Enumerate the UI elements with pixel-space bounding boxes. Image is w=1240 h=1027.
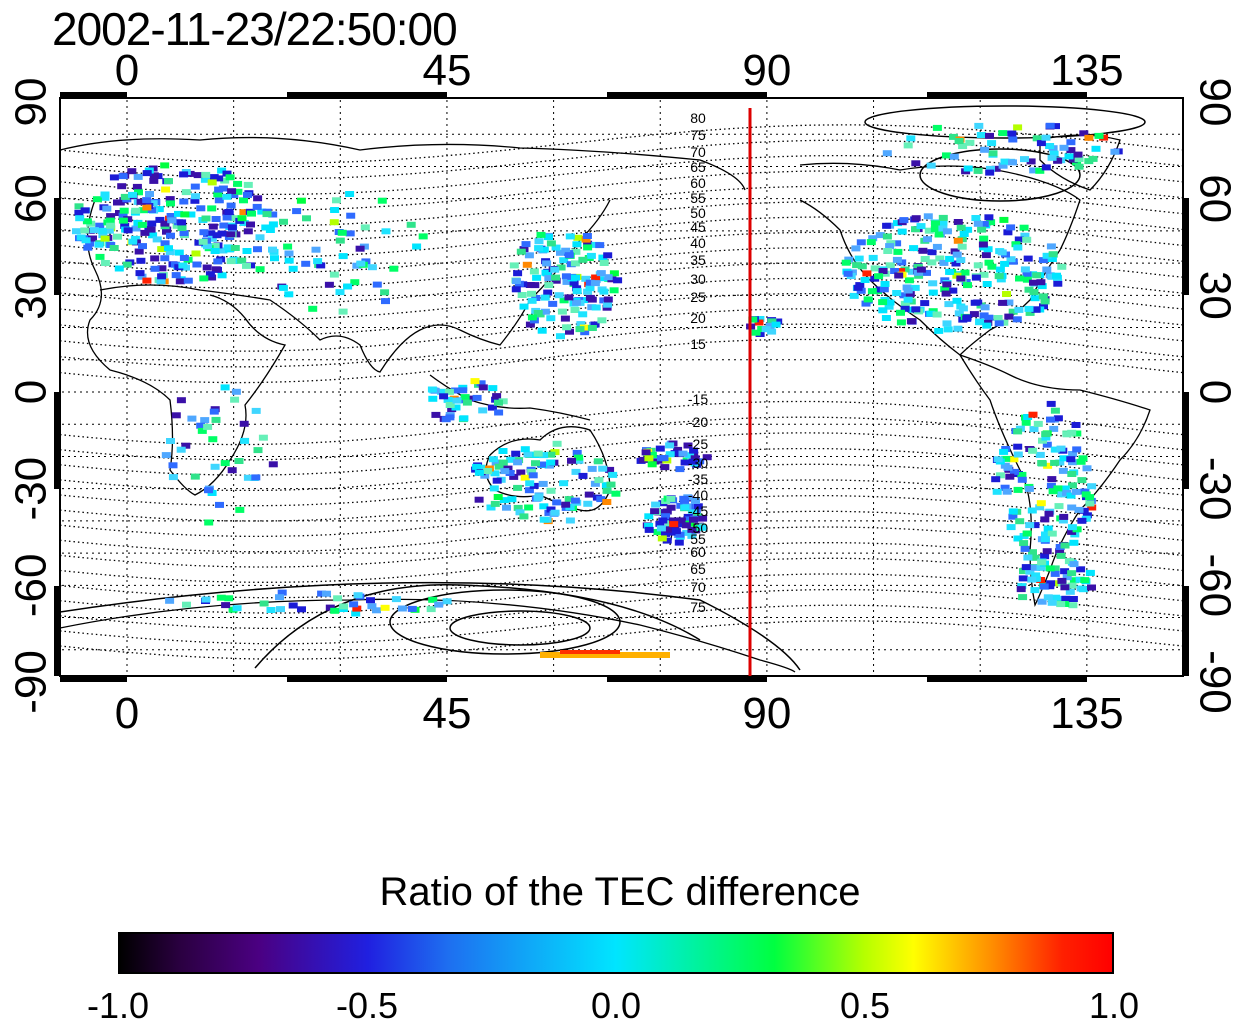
contour-label: 15 [690, 336, 706, 352]
contour-label: 80 [690, 110, 706, 126]
contour-label: 65 [690, 561, 706, 577]
longitude-tick-label: 0 [115, 46, 139, 95]
colorbar-tick-label: 1.0 [1088, 985, 1140, 1026]
latitude-tick-label: -90 [1190, 650, 1239, 714]
longitude-tick-label: 45 [422, 46, 471, 95]
colorbar-tick-label: 0.5 [839, 985, 891, 1026]
contour-label: -40 [688, 487, 708, 503]
colorbar-title: Ratio of the TEC difference [379, 870, 861, 914]
contour-label: 70 [690, 579, 706, 595]
contour-label: 70 [690, 144, 706, 160]
tec-ratio-patches [72, 122, 1123, 658]
latitude-tick-label: 60 [7, 174, 56, 223]
latitude-tick-label: -60 [1190, 554, 1239, 618]
contour-label: -30 [688, 455, 708, 471]
longitude-tick-label: 90 [742, 689, 791, 738]
latitude-tick-label: 90 [1190, 78, 1239, 127]
contour-label: 45 [690, 219, 706, 235]
contour-label: 55 [690, 531, 706, 547]
contour-label: 65 [690, 159, 706, 175]
contour-label: 75 [690, 599, 706, 615]
polar-contours [60, 105, 1146, 671]
latitude-tick-label: -60 [7, 554, 56, 618]
contour-label: -35 [688, 471, 708, 487]
contour-label: 35 [690, 252, 706, 268]
contour-label: -50 [688, 520, 708, 536]
latitude-tick-label: 90 [7, 78, 56, 127]
longitude-tick-label: 45 [422, 689, 471, 738]
contour-label: -20 [688, 414, 708, 430]
longitude-tick-label: 90 [742, 46, 791, 95]
contour-label: 75 [690, 127, 706, 143]
colorbar [118, 932, 1114, 974]
right-latitude-labels: 90 60 30 0 -30 -60 -90 [1190, 78, 1239, 714]
contour-label: 50 [690, 205, 706, 221]
latitude-tick-label: 60 [1190, 174, 1239, 223]
colorbar-tick-label: -0.5 [335, 985, 399, 1026]
contour-label: 60 [690, 544, 706, 560]
contour-label: 25 [690, 289, 706, 305]
latitude-tick-label: 0 [7, 380, 56, 404]
timestamp-title: 2002-11-23/22:50:00 [52, 3, 458, 55]
latitude-tick-label: 0 [1190, 380, 1239, 404]
contour-label: -15 [688, 391, 708, 407]
latitude-tick-label: -90 [7, 650, 56, 714]
latitude-tick-label: -30 [7, 457, 56, 521]
graticule-grid [62, 100, 1181, 674]
latitude-tick-label: -30 [1190, 457, 1239, 521]
contour-label: 20 [690, 310, 706, 326]
bottom-longitude-labels: 04590135180-135-90-45 [115, 689, 1124, 738]
frame-tick-bars [54, 92, 1189, 682]
longitude-tick-label: 135 [1050, 689, 1123, 738]
contour-label: 40 [690, 235, 706, 251]
longitude-tick-label: 135 [1050, 46, 1123, 95]
colorbar-tick-label: 0.0 [590, 985, 642, 1026]
top-longitude-labels: 04590135180-135-90-45 [115, 46, 1124, 95]
contour-label: -25 [688, 436, 708, 452]
colorbar-tick-label: -1.0 [86, 985, 150, 1026]
latitude-tick-label: 30 [1190, 271, 1239, 320]
contour-label: 55 [690, 190, 706, 206]
contour-label: -45 [688, 503, 708, 519]
longitude-tick-label: 0 [115, 689, 139, 738]
contour-label: 60 [690, 175, 706, 191]
contour-label: 30 [690, 271, 706, 287]
left-latitude-labels: 90 60 30 0 -30 -60 -90 [7, 78, 56, 714]
latitude-tick-label: 30 [7, 271, 56, 320]
